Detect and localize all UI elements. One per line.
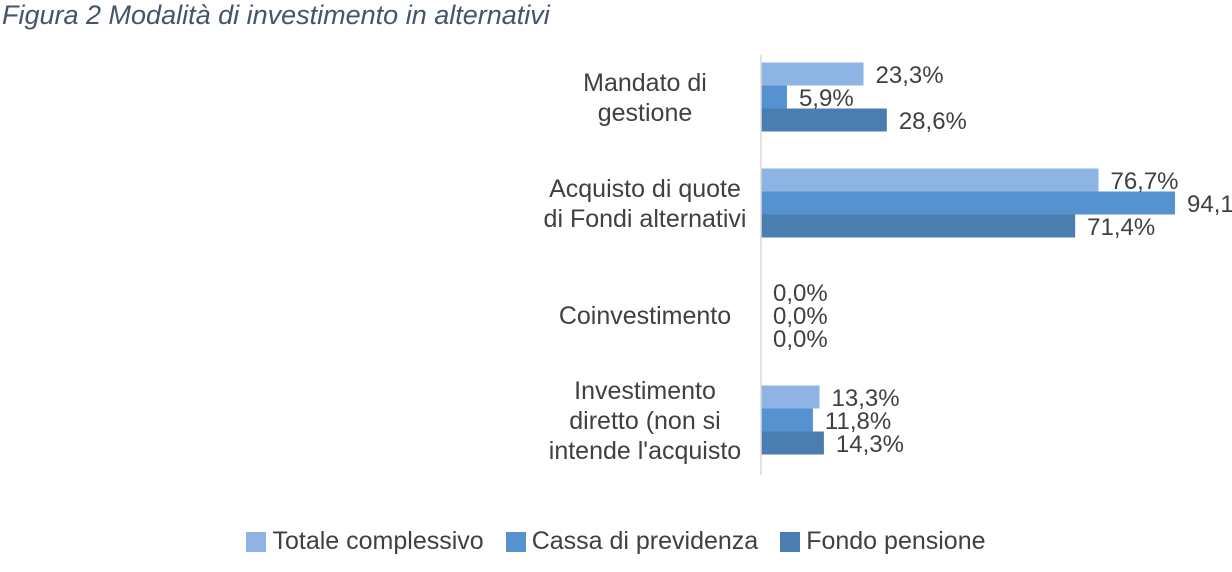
bar-0-1 (761, 85, 787, 109)
legend-label-1: Cassa di previdenza (531, 527, 759, 555)
category-label-2-line-0: Coinvestimento (559, 302, 731, 330)
chart-plot: 23,3%5,9%28,6%76,7%94,1%71,4%0,0%0,0%0,0… (544, 55, 1232, 475)
category-label-3-line-2: intende l'acquisto (549, 437, 741, 465)
category-label-1-line-0: Acquisto di quote (549, 175, 741, 203)
legend-label-0: Totale complessivo (272, 527, 484, 555)
category-label-3-line-1: diretto (non si (569, 407, 720, 435)
category-label-2: Coinvestimento (559, 302, 731, 330)
legend-label-2: Fondo pensione (806, 527, 986, 555)
data-label-0-2: 28,6% (899, 108, 967, 135)
bar-1-1 (761, 191, 1176, 215)
data-label-1-1: 94,1% (1187, 191, 1232, 218)
bar-3-0 (761, 385, 820, 409)
data-label-2-0: 0,0% (773, 280, 828, 307)
bar-0-0 (761, 62, 864, 86)
data-label-0-1: 5,9% (799, 85, 854, 112)
data-label-3-1: 11,8% (825, 408, 891, 435)
legend-item-2: Fondo pensione (780, 527, 986, 556)
legend: Totale complessivo Cassa di previdenza F… (0, 527, 1232, 556)
bar-0-2 (761, 108, 887, 132)
bar-1-2 (761, 214, 1076, 238)
data-label-2-2: 0,0% (773, 326, 828, 353)
bar-3-1 (761, 408, 813, 432)
category-label-1: Acquisto di quote di Fondi alternativi (544, 175, 747, 233)
data-label-0-0: 23,3% (876, 62, 944, 89)
data-label-3-2: 14,3% (836, 431, 904, 458)
category-label-3: Investimento diretto (non si intende l'acq… (549, 377, 741, 465)
category-label-3-line-0: Investimento (574, 377, 716, 405)
chart-title: Figura 2 Modalità di investimento in alt… (2, 0, 550, 30)
data-label-1-2: 71,4% (1087, 214, 1155, 241)
legend-swatch-2 (780, 531, 801, 552)
bar-3-2 (761, 431, 824, 455)
legend-swatch-1 (505, 531, 526, 552)
data-label-2-1: 0,0% (773, 303, 828, 330)
legend-item-1: Cassa di previdenza (505, 527, 759, 556)
category-label-0-line-1: gestione (598, 99, 693, 127)
bar-1-0 (761, 168, 1099, 192)
category-label-0-line-0: Mandato di (583, 69, 707, 97)
category-label-1-line-1: di Fondi alternativi (544, 205, 747, 233)
data-label-3-0: 13,3% (832, 385, 900, 412)
legend-item-0: Totale complessivo (246, 527, 484, 556)
category-label-0: Mandato di gestione (583, 69, 707, 127)
legend-swatch-0 (246, 531, 267, 552)
data-label-1-0: 76,7% (1110, 168, 1178, 195)
